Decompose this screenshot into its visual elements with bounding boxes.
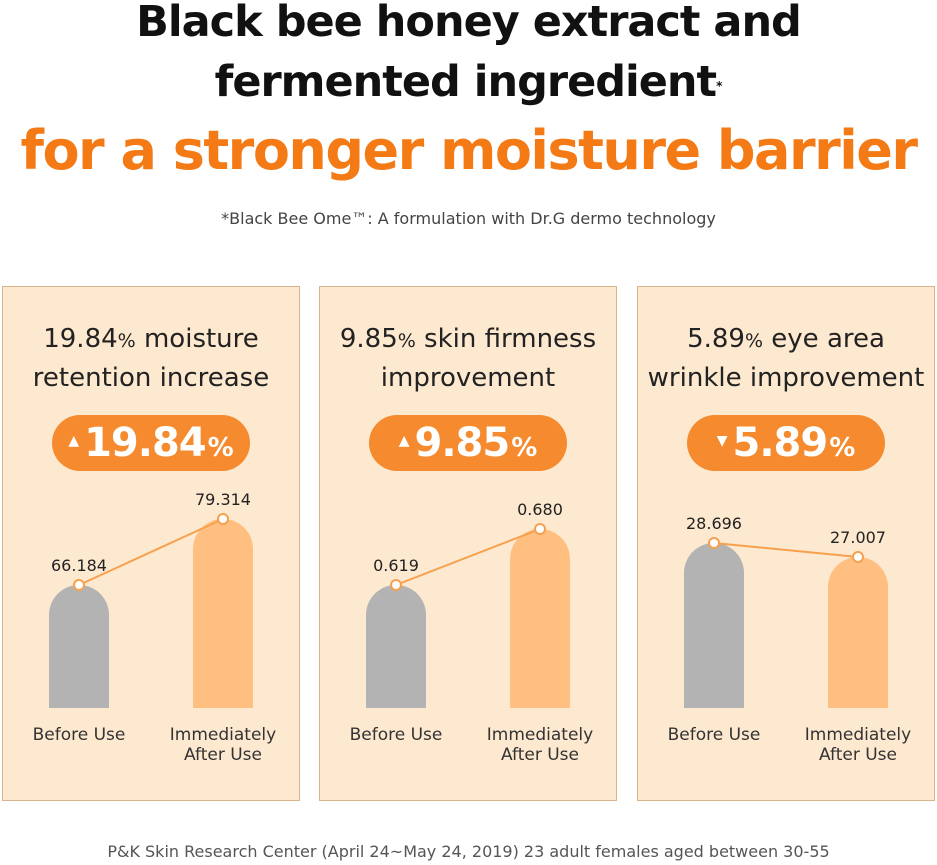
x-label-after: Immediately After Use — [153, 725, 293, 765]
card-title: 19.84% moisture retention increase — [3, 321, 299, 397]
down-arrow-icon: ▼ — [716, 433, 728, 449]
card-title: 9.85% skin firmness improvement — [320, 321, 616, 397]
stat-card-firmness: 9.85% skin firmness improvement ▲ 9.85% 0… — [319, 286, 617, 801]
bar-before-use — [684, 543, 744, 708]
bar-chart: 66.184 79.314 — [49, 490, 253, 708]
headline-line-3: for a stronger moisture barrier — [20, 119, 918, 182]
trend-line — [713, 542, 859, 558]
value-label: 66.184 — [51, 556, 107, 575]
x-label-line: After Use — [184, 745, 262, 765]
data-point — [534, 523, 546, 535]
trend-line — [395, 528, 541, 586]
bar-before-use — [49, 585, 109, 708]
badge-unit: % — [511, 433, 538, 463]
stat-card-wrinkle: 5.89% eye area wrinkle improvement ▼ 5.89… — [637, 286, 935, 801]
card-title-value: 9.85 — [339, 324, 398, 354]
footnote-mark: * — [716, 79, 723, 93]
value-label: 0.680 — [517, 500, 563, 519]
footnote: *Black Bee Ome™: A formulation with Dr.G… — [221, 209, 716, 228]
bar-after-use — [193, 519, 253, 708]
x-label-after: Immediately After Use — [470, 725, 610, 765]
x-label-line: Immediately — [804, 725, 912, 745]
card-title-line-2: retention increase — [32, 363, 270, 393]
x-label-line: Before Use — [349, 725, 443, 745]
value-label: 79.314 — [195, 490, 251, 509]
change-badge: ▲ 19.84% — [52, 415, 250, 471]
x-label-line: Before Use — [667, 725, 761, 745]
value-label: 27.007 — [830, 528, 886, 547]
x-label-after: Immediately After Use — [788, 725, 928, 765]
card-title-rest: eye area — [763, 324, 885, 354]
up-arrow-icon: ▲ — [68, 433, 80, 449]
bar-after-use — [510, 529, 570, 708]
value-label: 28.696 — [686, 514, 742, 533]
card-title-value: 5.89 — [687, 324, 745, 354]
bar-after-use — [828, 557, 888, 708]
card-title-percent: % — [744, 330, 764, 352]
stat-card-moisture: 19.84% moisture retention increase ▲ 19.8… — [2, 286, 300, 801]
data-point — [217, 513, 229, 525]
card-title-line-1: 9.85% skin firmness — [320, 321, 616, 360]
data-point — [852, 551, 864, 563]
x-label-before: Before Use — [644, 725, 784, 745]
bar-chart: 28.696 27.007 — [684, 514, 888, 708]
x-label-before: Before Use — [9, 725, 149, 745]
card-title-value: 19.84 — [43, 324, 118, 354]
change-badge: ▼ 5.89% — [687, 415, 885, 471]
card-title-rest: moisture — [135, 324, 259, 354]
data-point — [73, 579, 85, 591]
headline-line-1: Black bee honey extract and — [136, 0, 802, 47]
x-label-line: After Use — [819, 745, 897, 765]
up-arrow-icon: ▲ — [398, 433, 410, 449]
x-label-before: Before Use — [326, 725, 466, 745]
source-note: P&K Skin Research Center (April 24~May 2… — [107, 842, 830, 861]
value-label: 0.619 — [373, 556, 419, 575]
x-label-line: Before Use — [32, 725, 126, 745]
bar-before-use — [366, 585, 426, 708]
x-label-line: After Use — [501, 745, 579, 765]
badge-value: 9.85 — [414, 420, 511, 466]
card-title-rest: skin firmness — [415, 324, 597, 354]
change-badge: ▲ 9.85% — [369, 415, 567, 471]
headline-line-2: fermented ingredient* — [0, 60, 937, 104]
headline-line-2-text: fermented ingredient — [214, 57, 717, 107]
badge-unit: % — [207, 433, 234, 463]
card-title: 5.89% eye area wrinkle improvement — [638, 321, 934, 397]
card-title-percent: % — [397, 330, 416, 352]
badge-value: 19.84 — [84, 420, 207, 466]
x-label-line: Immediately — [169, 725, 277, 745]
badge-unit: % — [829, 433, 856, 463]
card-title-line-1: 5.89% eye area — [638, 321, 934, 360]
card-title-line-1: 19.84% moisture — [3, 321, 299, 360]
badge-value: 5.89 — [732, 420, 829, 466]
card-title-line-2: improvement — [380, 363, 556, 393]
trend-line — [78, 518, 224, 586]
card-title-percent: % — [117, 330, 136, 352]
data-point — [708, 537, 720, 549]
data-point — [390, 579, 402, 591]
card-title-line-2: wrinkle improvement — [647, 363, 925, 393]
x-label-line: Immediately — [486, 725, 594, 745]
bar-chart: 0.619 0.680 — [366, 500, 570, 708]
